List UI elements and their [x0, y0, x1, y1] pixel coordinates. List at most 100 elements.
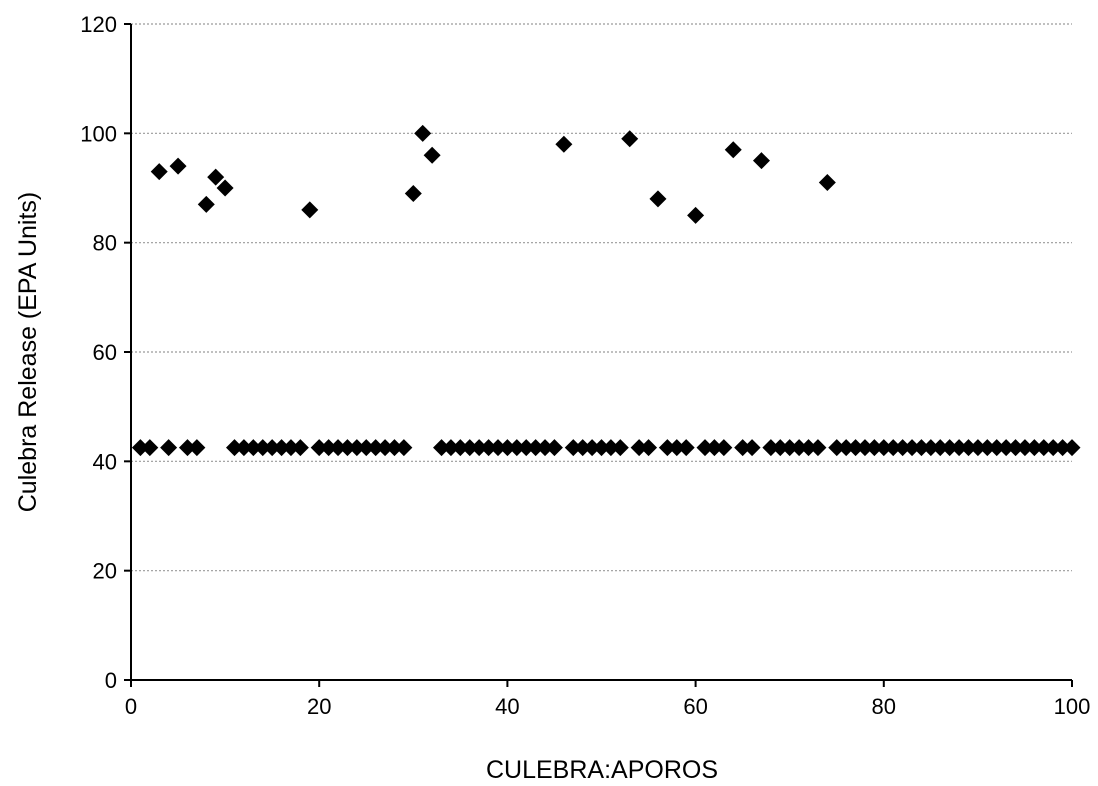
data-point: [131, 439, 149, 457]
data-point: [536, 439, 554, 457]
data-point: [489, 439, 507, 457]
data-point: [169, 157, 187, 175]
data-point: [640, 439, 658, 457]
data-point: [856, 439, 874, 457]
data-point: [310, 439, 328, 457]
data-point: [790, 439, 808, 457]
data-point: [668, 439, 686, 457]
data-point: [433, 439, 451, 457]
data-point: [677, 439, 695, 457]
data-point: [282, 439, 300, 457]
data-point: [950, 439, 968, 457]
data-point: [959, 439, 977, 457]
data-point: [724, 141, 742, 159]
data-point: [1054, 439, 1072, 457]
data-point: [329, 439, 347, 457]
y-tick-label: 80: [93, 231, 117, 256]
data-point: [385, 439, 403, 457]
data-point: [235, 439, 253, 457]
data-point: [1007, 439, 1025, 457]
data-point: [564, 439, 582, 457]
data-point: [752, 152, 770, 170]
data-point: [1063, 439, 1081, 457]
data-point: [207, 168, 225, 186]
x-tick-label: 40: [495, 694, 519, 719]
data-point: [1044, 439, 1062, 457]
y-tick-label: 40: [93, 449, 117, 474]
data-point: [395, 439, 413, 457]
data-point: [357, 439, 375, 457]
y-tick-label: 60: [93, 340, 117, 365]
data-point: [875, 439, 893, 457]
data-point: [800, 439, 818, 457]
data-point: [696, 439, 714, 457]
data-point: [828, 439, 846, 457]
data-point: [837, 439, 855, 457]
data-point: [1016, 439, 1034, 457]
data-point: [555, 135, 573, 153]
data-point: [367, 439, 385, 457]
gridlines: [131, 23, 1072, 572]
tick-labels: 0 20 40 60 80 100 120 0 20 40 60 80 100: [80, 12, 1090, 719]
data-point: [338, 439, 356, 457]
axes: [124, 23, 1073, 687]
data-point: [931, 439, 949, 457]
data-point: [376, 439, 394, 457]
data-point: [621, 130, 639, 148]
data-point: [508, 439, 526, 457]
data-point: [602, 439, 620, 457]
data-point: [969, 439, 987, 457]
data-point: [997, 439, 1015, 457]
data-point: [894, 439, 912, 457]
data-point: [809, 439, 827, 457]
y-tick-label: 100: [80, 121, 117, 146]
x-tick-label: 20: [307, 694, 331, 719]
data-point: [658, 439, 676, 457]
data-point: [1035, 439, 1053, 457]
data-point: [687, 206, 705, 224]
y-tick-label: 0: [105, 668, 117, 693]
data-point: [226, 439, 244, 457]
data-point: [527, 439, 545, 457]
data-point: [291, 439, 309, 457]
data-point: [498, 439, 516, 457]
data-point: [743, 439, 761, 457]
data-point: [771, 439, 789, 457]
data-point: [451, 439, 469, 457]
data-point: [583, 439, 601, 457]
y-tick-label: 20: [93, 559, 117, 584]
data-point: [216, 179, 234, 197]
data-point: [705, 439, 723, 457]
data-point: [734, 439, 752, 457]
data-point: [404, 184, 422, 202]
data-point: [593, 439, 610, 457]
x-tick-label: 0: [125, 694, 137, 719]
data-point: [442, 439, 460, 457]
data-point: [244, 439, 262, 457]
data-point: [414, 124, 432, 142]
data-point: [884, 439, 902, 457]
data-point: [818, 174, 836, 192]
data-point: [263, 439, 281, 457]
data-point: [301, 201, 319, 219]
data-point: [348, 439, 366, 457]
data-point: [320, 439, 338, 457]
data-point: [188, 439, 206, 457]
data-point: [865, 439, 883, 457]
data-point: [1025, 439, 1043, 457]
y-tick-label: 120: [80, 12, 117, 37]
data-point: [649, 190, 667, 208]
data-point: [517, 439, 535, 457]
data-point: [922, 439, 940, 457]
x-tick-label: 100: [1054, 694, 1091, 719]
data-point: [630, 439, 648, 457]
x-tick-label: 80: [872, 694, 896, 719]
x-tick-label: 60: [683, 694, 707, 719]
data-point: [150, 163, 168, 181]
data-point: [715, 439, 733, 457]
data-point: [611, 439, 629, 457]
x-axis-title: CULEBRA:APOROS: [486, 756, 718, 784]
y-axis-title: Culebra Release (EPA Units): [14, 192, 42, 513]
